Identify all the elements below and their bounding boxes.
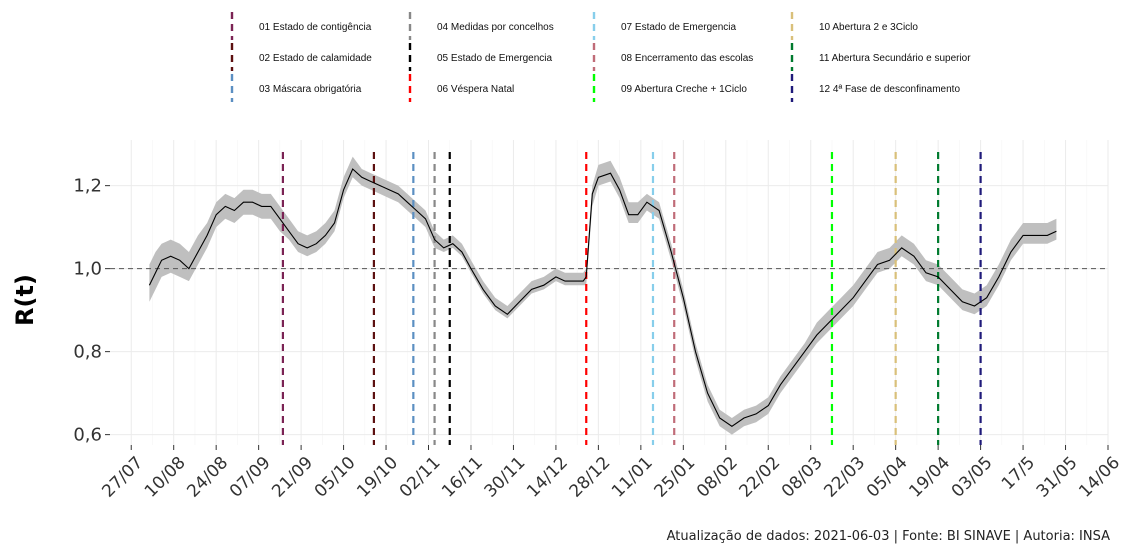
x-tick-label-17: 22/03: [820, 453, 869, 502]
x-tick-label-22: 31/05: [1033, 453, 1082, 502]
caption: Atualização de dados: 2021-06-03 | Fonte…: [667, 529, 1110, 544]
x-tick-label-9: 30/11: [481, 453, 530, 502]
x-tick-label-20: 03/05: [948, 453, 997, 502]
legend-label-5: 05 Estado de Emergencia: [437, 53, 553, 64]
legend-label-9: 09 Abertura Creche + 1Ciclo: [621, 84, 747, 95]
y-tick-label-3: 1,2: [73, 176, 102, 197]
x-tick-label-13: 25/01: [651, 453, 700, 502]
legend: 01 Estado de contigência 02 Estado de cal…: [230, 12, 971, 102]
y-tick-label-0: 0,6: [73, 425, 102, 446]
x-tick-label-8: 16/11: [438, 453, 487, 502]
series-line: [148, 168, 1057, 427]
x-tick-label-3: 07/09: [226, 453, 275, 502]
x-tick-label-0: 27/07: [98, 453, 147, 502]
x-tick-label-18: 05/04: [863, 453, 912, 502]
event-lines: [281, 152, 982, 445]
x-tick-label-19: 19/04: [905, 453, 954, 502]
y-axis: 0,6 0,8 1,0 1,2: [73, 176, 110, 446]
x-tick-label-4: 21/09: [268, 453, 317, 502]
rt-line: [148, 168, 1057, 427]
legend-label-2: 02 Estado de calamidade: [259, 53, 372, 64]
legend-label-1: 01 Estado de contigência: [259, 22, 372, 33]
y-tick-label-1: 0,8: [73, 342, 102, 363]
x-tick-label-14: 08/02: [693, 453, 742, 502]
y-tick-label-2: 1,0: [73, 259, 102, 280]
legend-label-6: 06 Véspera Natal: [437, 84, 514, 95]
x-tick-label-7: 02/11: [396, 453, 445, 502]
x-tick-label-6: 19/10: [353, 453, 402, 502]
legend-label-10: 10 Abertura 2 e 3Ciclo: [819, 22, 918, 33]
legend-label-7: 07 Estado de Emergencia: [621, 22, 737, 33]
x-tick-label-23: 14/06: [1075, 453, 1124, 502]
x-tick-label-5: 05/10: [311, 453, 360, 502]
confidence-band: [149, 156, 1057, 435]
legend-label-12: 12 4ª Fase de desconfinamento: [819, 84, 960, 95]
x-tick-label-11: 28/12: [566, 453, 615, 502]
y-axis-label: R(t): [11, 274, 39, 326]
x-tick-label-16: 08/03: [778, 453, 827, 502]
x-tick-label-15: 22/02: [735, 453, 784, 502]
legend-label-4: 04 Medidas por concelhos: [437, 22, 554, 33]
legend-label-11: 11 Abertura Secundário e superior: [819, 53, 971, 64]
x-tick-label-12: 11/01: [608, 453, 657, 502]
legend-label-3: 03 Máscara obrigatória: [259, 84, 362, 95]
x-tick-label-2: 24/08: [183, 453, 232, 502]
x-axis: 27/0710/0824/0807/0921/0905/1019/1002/11…: [98, 445, 1124, 502]
confidence-band-area: [149, 156, 1057, 435]
x-tick-label-1: 10/08: [141, 453, 190, 502]
x-tick-label-10: 14/12: [523, 453, 572, 502]
legend-label-8: 08 Encerramento das escolas: [621, 53, 753, 64]
